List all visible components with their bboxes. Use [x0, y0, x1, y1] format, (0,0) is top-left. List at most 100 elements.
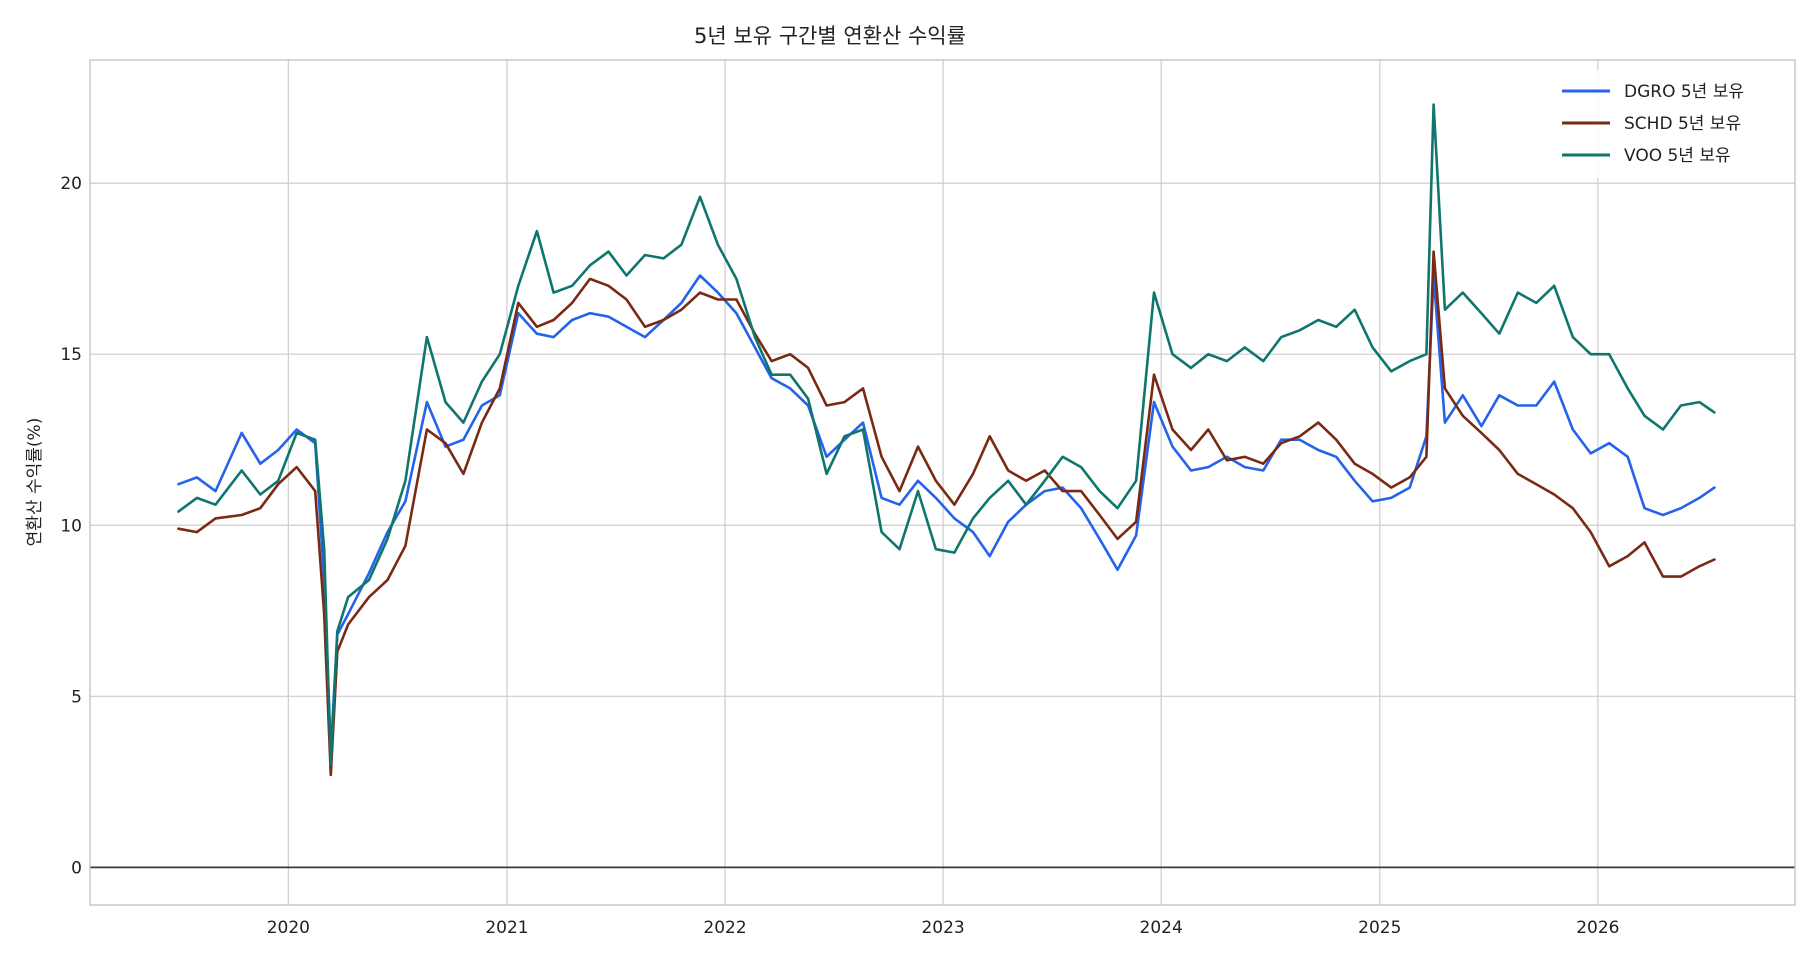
data-point [1679, 507, 1682, 510]
data-point [329, 763, 332, 766]
data-point [1280, 438, 1283, 441]
data-point [1643, 541, 1646, 544]
data-point [825, 455, 828, 458]
data-point [347, 596, 349, 599]
y-axis-ticks: 0 5 10 15 20 [60, 174, 82, 878]
data-point [1589, 353, 1592, 356]
data-point [1432, 250, 1435, 253]
data-point [1713, 558, 1716, 561]
data-point [680, 301, 683, 304]
data-point [1317, 421, 1320, 424]
data-point [517, 312, 520, 315]
data-point [1498, 332, 1501, 335]
data-point [1280, 336, 1283, 339]
data-point [1043, 490, 1046, 492]
data-point [716, 298, 719, 301]
data-point [1516, 473, 1519, 475]
data-point [1643, 507, 1646, 510]
data-point [1116, 538, 1119, 540]
data-point [1698, 401, 1701, 404]
data-point [480, 404, 483, 407]
data-point [607, 250, 610, 253]
data-point [1553, 284, 1556, 287]
data-point [754, 336, 756, 339]
data-point [336, 630, 339, 633]
data-point [972, 531, 974, 534]
data-point [259, 493, 262, 496]
data-point [426, 401, 428, 404]
data-point [1408, 476, 1411, 479]
data-point [1280, 442, 1283, 445]
data-point [1262, 462, 1265, 465]
data-point [644, 254, 646, 256]
data-point [1353, 462, 1356, 465]
data-point [1353, 308, 1356, 311]
data-point [1444, 387, 1446, 390]
data-point [214, 517, 217, 520]
data-point [1007, 520, 1010, 523]
data-point [552, 291, 555, 294]
data-point [1608, 442, 1611, 445]
data-point [535, 230, 538, 232]
data-point [426, 428, 428, 431]
legend-label: DGRO 5년 보유 [1624, 82, 1744, 102]
data-point [972, 473, 974, 475]
data-point [1390, 486, 1393, 489]
data-point [680, 243, 683, 246]
x-tick-label: 2021 [485, 918, 528, 938]
data-point [552, 336, 555, 339]
data-point [1171, 428, 1174, 431]
data-point [498, 387, 501, 390]
data-point [862, 387, 864, 390]
data-point [1171, 445, 1174, 448]
data-point [935, 479, 937, 482]
data-point [1007, 479, 1010, 482]
data-point [953, 551, 956, 554]
data-point [535, 332, 538, 335]
series-line-schd [177, 250, 1716, 777]
data-point [789, 387, 792, 390]
data-point [323, 613, 326, 616]
data-point [898, 490, 901, 492]
data-point [735, 278, 738, 280]
data-point [953, 517, 956, 520]
data-point [1516, 404, 1519, 407]
data-point [1025, 479, 1028, 482]
data-point [1408, 486, 1411, 489]
data-point [1535, 301, 1538, 304]
data-point [426, 336, 428, 339]
data-point [386, 579, 389, 581]
data-point [1262, 469, 1265, 472]
data-point [1444, 421, 1446, 424]
data-point [589, 264, 591, 267]
data-point [535, 325, 538, 328]
data-point [571, 284, 574, 287]
x-tick-label: 2020 [267, 918, 310, 938]
data-point [1298, 435, 1301, 438]
x-tick-label: 2026 [1576, 918, 1619, 938]
data-point [1335, 438, 1338, 441]
data-point [862, 428, 864, 431]
data-point [1662, 575, 1664, 578]
data-point [196, 476, 198, 479]
data-point [1498, 394, 1501, 397]
data-point [177, 483, 180, 486]
y-tick-label: 10 [60, 516, 82, 536]
data-point [240, 469, 243, 472]
data-point [314, 490, 317, 492]
data-point [1025, 503, 1028, 506]
data-point [323, 548, 326, 551]
data-point [240, 514, 243, 516]
data-point [240, 431, 243, 434]
data-point [589, 312, 591, 315]
x-tick-label: 2023 [921, 918, 964, 938]
data-point [607, 284, 610, 287]
data-point [972, 517, 974, 520]
data-point [1390, 370, 1393, 373]
chart-title: 5년 보유 구간별 연환산 수익률 [694, 24, 966, 48]
data-point [368, 596, 370, 599]
data-point [754, 346, 756, 349]
data-point [807, 397, 809, 400]
data-point [735, 298, 738, 301]
